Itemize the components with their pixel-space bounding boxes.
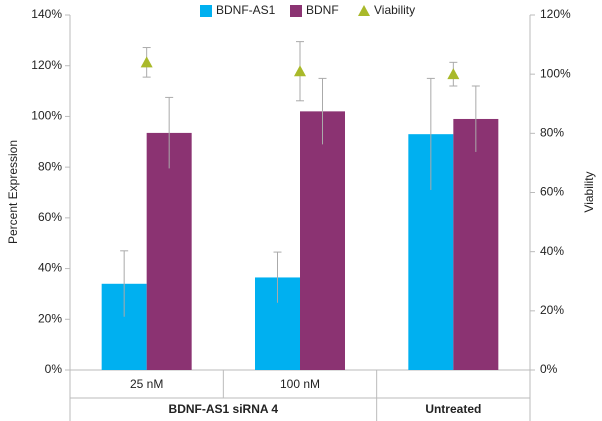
y2-tick-label: 0% (540, 362, 558, 376)
y-tick-label: 20% (38, 311, 62, 325)
y2-axis-label: Viability (582, 171, 596, 212)
y-tick-label: 120% (31, 58, 62, 72)
y2-tick-label: 120% (540, 7, 571, 21)
bar (300, 111, 345, 370)
bar (146, 132, 192, 370)
y2-tick-label: 80% (540, 126, 564, 140)
marker (294, 65, 306, 77)
bar (453, 118, 499, 370)
y2-tick-label: 20% (540, 303, 564, 317)
y2-tick-label: 100% (540, 66, 571, 80)
legend-label: Viability (374, 3, 415, 17)
x-tick-label: 100 nM (280, 377, 320, 391)
group-label: Untreated (425, 402, 481, 416)
x-tick-label: 25 nM (130, 377, 163, 391)
y-tick-label: 40% (38, 261, 62, 275)
y2-tick-label: 40% (540, 244, 564, 258)
marker (140, 56, 153, 68)
y-tick-label: 100% (31, 109, 62, 123)
legend-marker (358, 5, 370, 16)
legend-swatch (200, 5, 212, 17)
y-tick-label: 140% (31, 7, 62, 21)
y-tick-label: 80% (38, 159, 62, 173)
legend-swatch (290, 5, 302, 17)
legend-label: BDNF-AS1 (216, 3, 276, 17)
y-tick-label: 0% (45, 362, 63, 376)
group-label: BDNF-AS1 siRNA 4 (169, 402, 279, 416)
legend-label: BDNF (306, 3, 339, 17)
marker (447, 68, 460, 80)
y2-tick-label: 60% (540, 185, 564, 199)
y-tick-label: 60% (38, 210, 62, 224)
y-axis-label: Percent Expression (6, 140, 20, 244)
